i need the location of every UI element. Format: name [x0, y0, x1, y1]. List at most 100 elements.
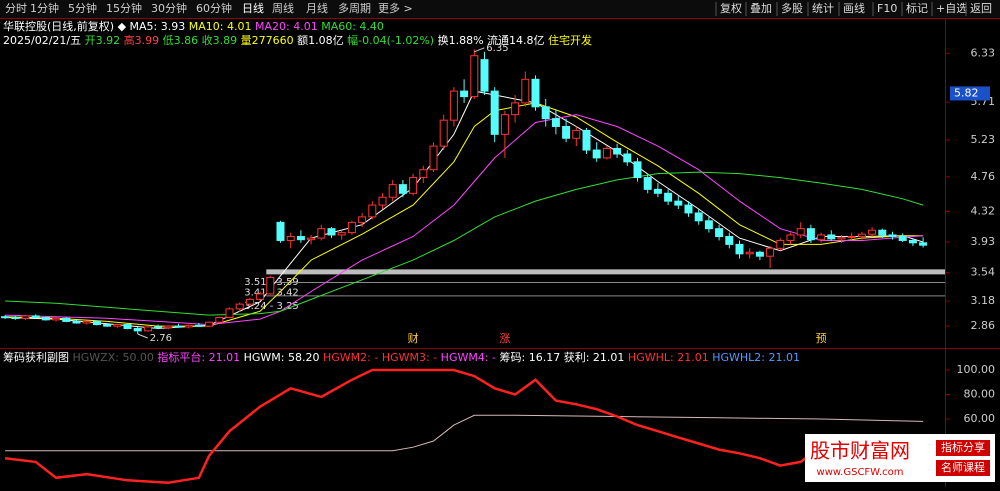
toolbar-tab[interactable]: 15分钟	[106, 1, 142, 15]
info-line-item: 开3.92	[81, 34, 120, 47]
candle-body	[500, 114, 509, 135]
toolbar-tab[interactable]: 分时	[5, 2, 27, 15]
toolbar-tab[interactable]: 30分钟	[151, 1, 187, 15]
info-line-item: 额1.08亿	[294, 34, 344, 47]
annotation-leader	[474, 47, 485, 53]
candle-body	[674, 200, 683, 206]
candle-body	[592, 149, 601, 159]
candle-body	[429, 145, 438, 171]
toolbar-button[interactable]: 统计	[812, 2, 834, 15]
info-line-item: 流通14.8亿	[484, 33, 545, 47]
candle-body	[898, 236, 907, 241]
event-marker: 预	[816, 332, 827, 345]
candle-body	[266, 276, 275, 295]
candle-body	[511, 102, 520, 116]
candle-body	[31, 315, 40, 318]
indicator-header-item: HGWHL2: 21.01	[709, 351, 800, 364]
candle-body	[82, 320, 91, 324]
candle-body	[664, 192, 673, 202]
toolbar-tab[interactable]: 更多 >	[378, 1, 413, 15]
toolbar-tab[interactable]: 60分钟	[196, 1, 232, 15]
toolbar-tab[interactable]: 1分钟	[30, 1, 59, 15]
candle-body	[174, 325, 183, 328]
candle-body	[766, 247, 775, 257]
y-tick-label: 100.00	[957, 363, 996, 376]
candle-body	[521, 78, 530, 104]
toolbar-button[interactable]: 复权	[720, 1, 742, 15]
indicator-line	[4, 368, 924, 484]
cursor-price-box	[950, 86, 990, 101]
candle-body	[307, 237, 316, 241]
candle-body	[439, 119, 448, 147]
candle-body	[52, 317, 61, 321]
candle-body	[194, 324, 203, 327]
candle-body	[602, 147, 611, 159]
toolbar-tab[interactable]: 多周期	[338, 1, 371, 15]
indicator-header-item: 筹码: 16.17	[496, 350, 560, 364]
candle-body	[378, 196, 387, 206]
annotation: 6.35	[486, 43, 508, 54]
candle-body	[225, 308, 234, 318]
info-line-item: 量277660	[237, 34, 294, 47]
toolbar-button[interactable]: 多股	[781, 1, 803, 15]
y-tick-label: 3.93	[971, 235, 996, 248]
y-tick-label: 3.54	[971, 266, 996, 279]
candle-body	[113, 324, 122, 327]
toolbar-button[interactable]: 返回	[970, 2, 992, 15]
indicator-line	[5, 414, 924, 452]
info-line-item: MA10: 4.01	[185, 20, 251, 33]
candle-body	[317, 228, 326, 239]
candle-body	[908, 239, 917, 244]
toolbar-tab[interactable]: 5分钟	[68, 1, 97, 15]
candle-body	[715, 228, 724, 238]
indicator-header-item: HGWHL: 21.01	[624, 351, 708, 364]
toolbar-button[interactable]: 画线	[843, 1, 865, 15]
candle-body	[143, 326, 152, 332]
candle-body	[72, 320, 81, 324]
candle-body	[256, 293, 265, 300]
info-line-item: MA20: 4.01	[251, 20, 317, 33]
candle-body	[480, 59, 489, 92]
info-line-item: 华联控股(日线,前复权)	[3, 19, 114, 33]
event-marker: 财	[408, 331, 419, 345]
toolbar-button[interactable]: +自选	[936, 2, 967, 15]
candle-body	[358, 216, 367, 223]
indicator-header-item: HGWM: 58.20	[240, 351, 319, 364]
info-line-item: 换1.88%	[434, 33, 483, 47]
toolbar-button[interactable]: F10	[877, 2, 897, 15]
y-tick-label: 4.32	[971, 204, 996, 217]
candle-body	[286, 236, 295, 241]
y-tick-label: 5.23	[971, 133, 996, 146]
candle-body	[184, 324, 193, 328]
candle-body	[41, 316, 50, 321]
toolbar-button[interactable]: 叠加	[750, 2, 772, 15]
candle-body	[786, 234, 795, 241]
candle-body	[235, 303, 244, 310]
y-tick-label: 80.00	[964, 387, 996, 400]
info-line: 华联控股(日线,前复权) ◆ MA5: 3.93 MA10: 4.01 MA20…	[3, 19, 384, 33]
candle-body	[531, 78, 540, 108]
candle-body	[470, 55, 479, 98]
toolbar-tab[interactable]: 月线	[306, 1, 328, 15]
indicator-header-item: HGWZX: 50.00	[69, 351, 154, 364]
candle-body	[653, 188, 662, 194]
toolbar-tab[interactable]: 日线	[242, 1, 264, 15]
candle-body	[582, 129, 591, 151]
candle-body	[541, 106, 550, 120]
info-line-item: 高3.99	[120, 33, 159, 47]
toolbar-tab[interactable]: 周线	[272, 1, 294, 15]
info-line-item: ◆ MA5: 3.93	[114, 20, 185, 33]
toolbar-button[interactable]: 标记	[906, 1, 928, 15]
candle-body	[827, 234, 836, 240]
watermark-title: 股市财富网	[810, 439, 910, 463]
candle-body	[623, 153, 632, 163]
candle-body	[388, 184, 397, 198]
candle-body	[572, 129, 581, 139]
candle-body	[245, 298, 254, 305]
watermark-tag	[936, 440, 990, 456]
candle-body	[449, 90, 458, 121]
candle-body	[796, 228, 805, 236]
info-line-item: MA60: 4.40	[318, 20, 384, 33]
y-tick-label: 2.86	[971, 319, 996, 332]
